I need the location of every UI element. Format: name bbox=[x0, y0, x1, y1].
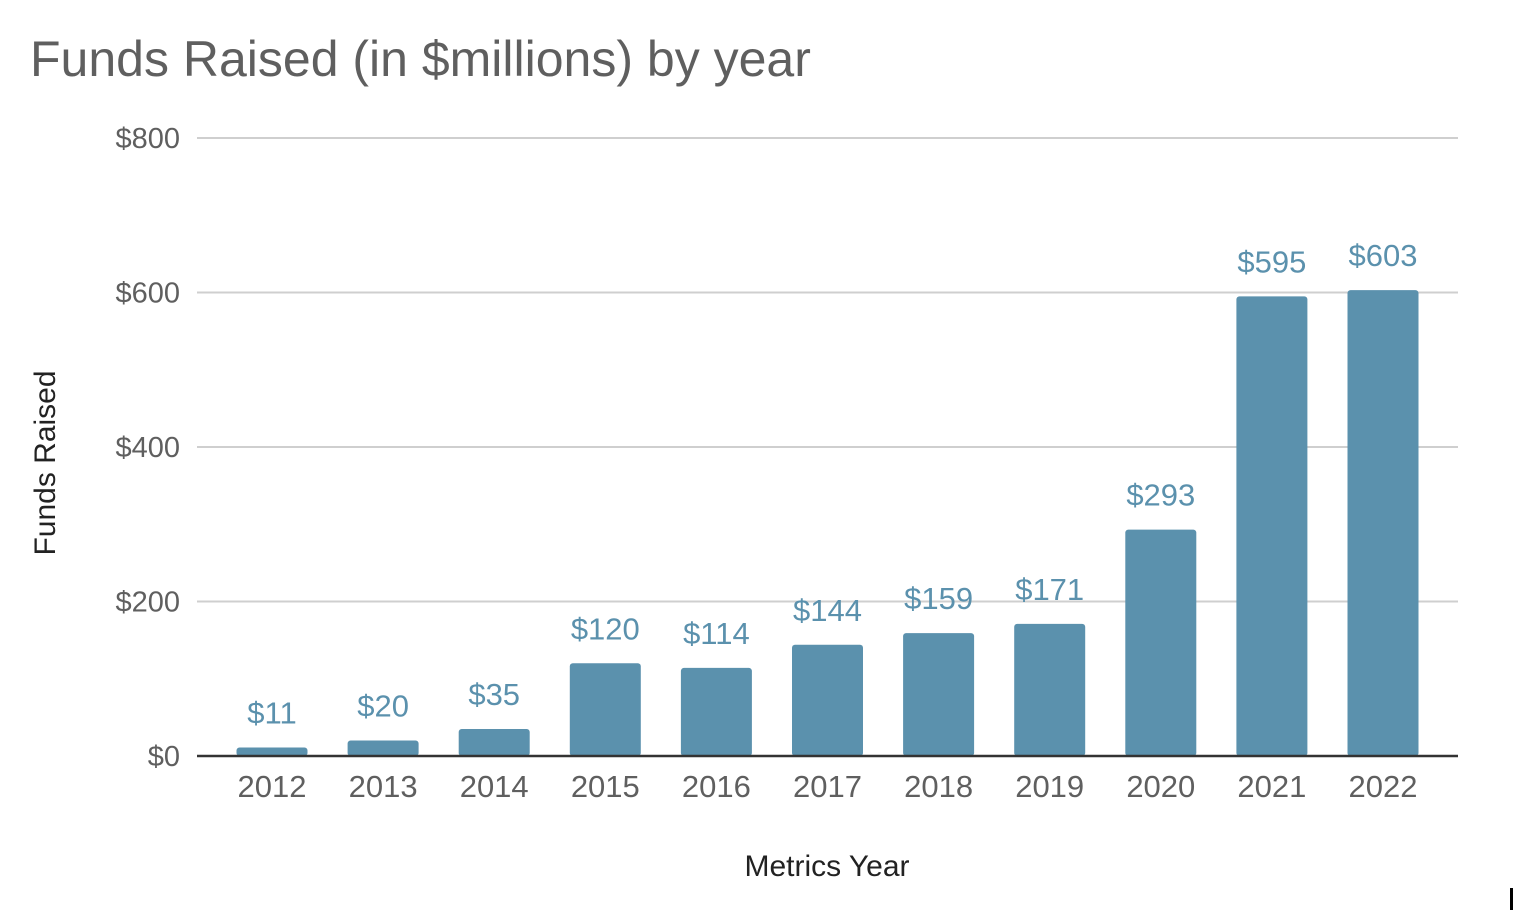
bar-2017 bbox=[792, 644, 863, 756]
bar-2021 bbox=[1236, 296, 1308, 756]
data-label-2019: $171 bbox=[1015, 572, 1084, 607]
x-tick-label-2017: 2017 bbox=[793, 769, 862, 804]
text-cursor-mark bbox=[1510, 888, 1513, 910]
x-tick-label-2018: 2018 bbox=[904, 769, 973, 804]
x-tick-label-2015: 2015 bbox=[571, 769, 640, 804]
bar-2013 bbox=[347, 740, 419, 756]
bar-2015 bbox=[569, 663, 641, 756]
x-tick-label-2014: 2014 bbox=[460, 769, 529, 804]
data-labels: $11 $20 $35 $120 $114 $144 $159 $171 $293 $595 $60… bbox=[247, 238, 1417, 730]
x-tick-label-2012: 2012 bbox=[238, 769, 307, 804]
data-label-2012: $11 bbox=[247, 696, 296, 731]
data-label-2017: $144 bbox=[793, 593, 862, 628]
x-tick-label-2016: 2016 bbox=[682, 769, 751, 804]
data-label-2015: $120 bbox=[571, 611, 640, 646]
data-label-2018: $159 bbox=[904, 581, 973, 616]
x-axis-label: Metrics Year bbox=[744, 850, 909, 883]
bar-2020 bbox=[1125, 529, 1197, 756]
x-tick-label-2020: 2020 bbox=[1126, 769, 1195, 804]
y-tick-label: $400 bbox=[115, 432, 180, 464]
x-tick-label-2021: 2021 bbox=[1237, 769, 1306, 804]
bar-2018 bbox=[903, 633, 975, 756]
y-axis-ticks: $0 $200 $400 $600 $800 bbox=[115, 123, 180, 773]
data-label-2022: $603 bbox=[1349, 238, 1418, 273]
data-label-2020: $293 bbox=[1126, 478, 1195, 513]
data-label-2014: $35 bbox=[468, 677, 520, 712]
chart-title: Funds Raised (in $millions) by year bbox=[30, 31, 811, 87]
bar-2019 bbox=[1014, 623, 1086, 756]
bars bbox=[197, 290, 1458, 758]
bar-2012 bbox=[236, 747, 308, 756]
bar-2022 bbox=[1347, 290, 1419, 756]
data-label-2021: $595 bbox=[1237, 244, 1306, 279]
x-tick-label-2019: 2019 bbox=[1015, 769, 1084, 804]
data-label-2013: $20 bbox=[357, 689, 409, 724]
y-tick-label: $200 bbox=[115, 587, 180, 619]
x-axis-ticks: 2012 2013 2014 2015 2016 2017 2018 2019 2020 2021… bbox=[238, 769, 1418, 804]
data-label-2016: $114 bbox=[683, 616, 750, 651]
y-tick-label: $800 bbox=[115, 123, 180, 155]
bar-2016 bbox=[680, 667, 752, 756]
y-tick-label: $0 bbox=[148, 741, 180, 773]
x-tick-label-2013: 2013 bbox=[349, 769, 418, 804]
x-tick-label-2022: 2022 bbox=[1349, 769, 1418, 804]
y-axis-label: Funds Raised bbox=[29, 370, 62, 555]
y-tick-label: $600 bbox=[115, 278, 180, 310]
bar-2014 bbox=[458, 728, 530, 756]
